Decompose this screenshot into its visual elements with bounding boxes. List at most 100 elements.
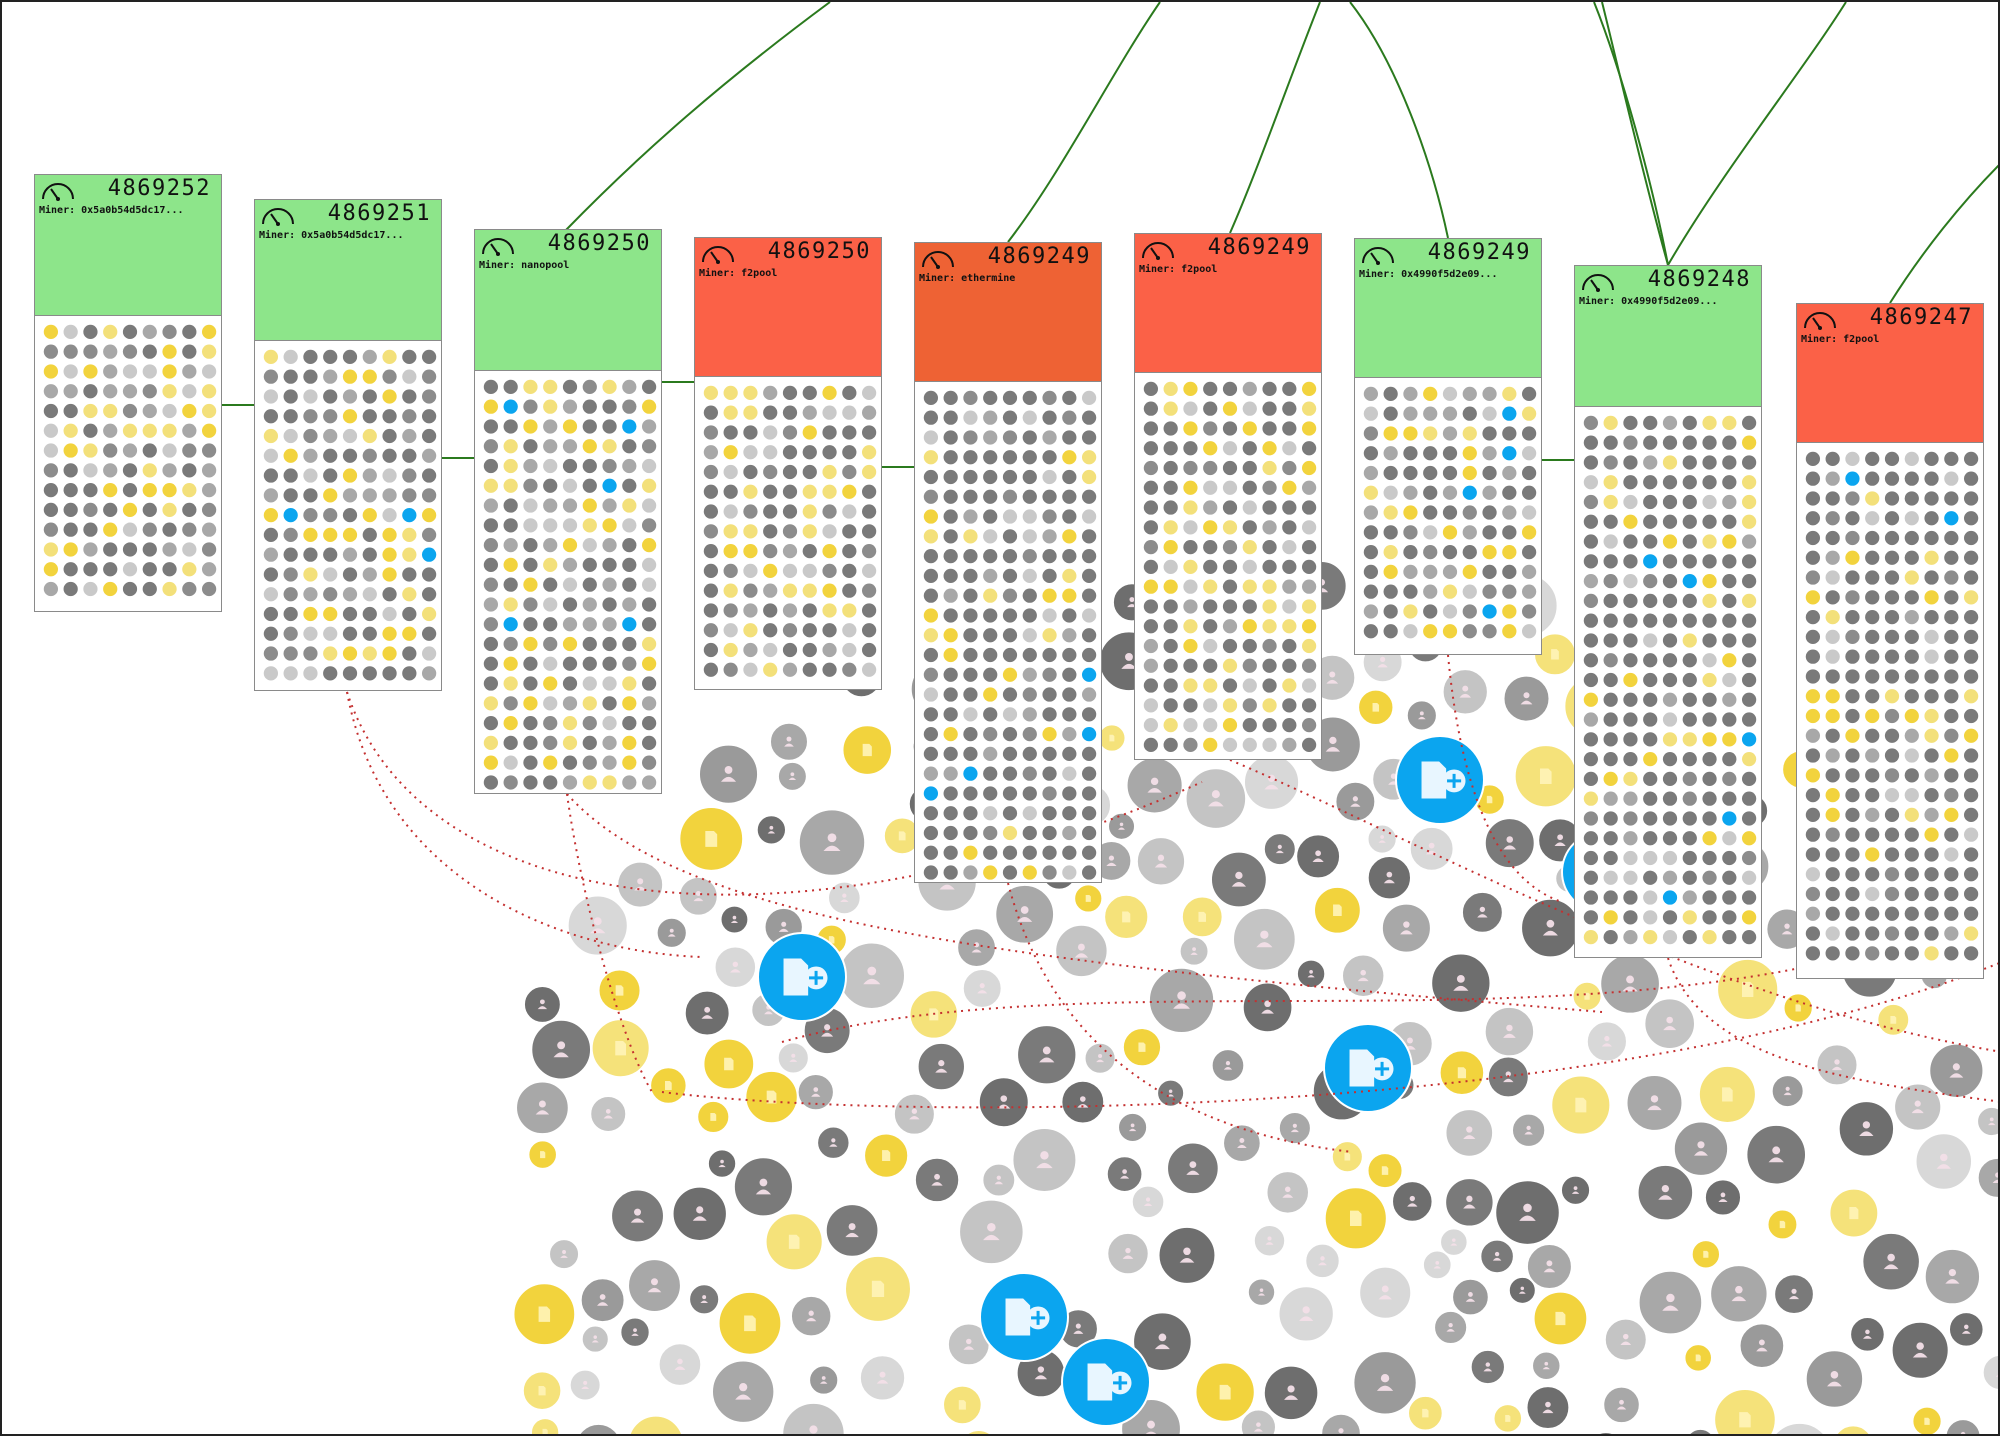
tx-dot[interactable] [1845, 728, 1860, 743]
wallet-tx-bubble[interactable] [1768, 1422, 1832, 1436]
tx-dot[interactable] [1963, 748, 1979, 763]
tx-dot[interactable] [103, 423, 118, 438]
tx-dot[interactable] [1081, 469, 1097, 485]
tx-dot[interactable] [782, 524, 798, 539]
tx-dot[interactable] [822, 642, 837, 658]
tx-dot[interactable] [1865, 590, 1880, 605]
tx-dot[interactable] [1262, 717, 1277, 733]
tx-dot[interactable] [162, 324, 177, 340]
tx-dot[interactable] [582, 498, 597, 513]
tx-dot[interactable] [1904, 629, 1919, 645]
tx-dot[interactable] [382, 666, 397, 681]
tx-dot[interactable] [1924, 649, 1939, 664]
tx-dot[interactable] [1741, 771, 1757, 787]
tx-dot[interactable] [1682, 890, 1697, 905]
tx-dot[interactable] [122, 384, 138, 399]
tx-dot[interactable] [303, 547, 318, 562]
tx-dot[interactable] [1623, 831, 1638, 846]
tx-dot[interactable] [1022, 469, 1037, 485]
token-tx-bubble[interactable] [943, 1385, 982, 1425]
wallet-tx-bubble[interactable] [1353, 1351, 1417, 1415]
tx-dot[interactable] [622, 478, 637, 493]
tx-dot[interactable] [1662, 870, 1678, 885]
wallet-tx-bubble[interactable] [1107, 1232, 1149, 1275]
token-tx-bubble[interactable] [1408, 1395, 1443, 1431]
wallet-tx-bubble[interactable] [790, 1295, 832, 1337]
tx-dot[interactable] [283, 349, 298, 365]
tx-dot[interactable] [1062, 489, 1077, 504]
tx-dot[interactable] [763, 583, 778, 598]
tx-dot[interactable] [1521, 564, 1537, 580]
token-tx-bubble[interactable] [697, 1100, 730, 1133]
tx-dot[interactable] [1462, 525, 1477, 540]
tx-dot[interactable] [1662, 672, 1678, 688]
wallet-tx-bubble[interactable] [576, 1423, 621, 1436]
tx-dot[interactable] [103, 581, 118, 597]
tx-dot[interactable] [1825, 609, 1840, 625]
tx-dot[interactable] [1722, 910, 1737, 925]
tx-dot[interactable] [323, 646, 338, 661]
tx-dot[interactable] [562, 577, 578, 592]
wallet-tx-bubble[interactable] [1210, 851, 1267, 908]
tx-dot[interactable] [1163, 401, 1178, 416]
tx-dot[interactable] [1623, 455, 1638, 470]
tx-dot[interactable] [1262, 500, 1277, 515]
tx-dot[interactable] [1924, 708, 1939, 724]
tx-dot[interactable] [1363, 505, 1379, 520]
tx-dot[interactable] [1222, 500, 1238, 515]
tx-dot[interactable] [641, 439, 657, 454]
tx-dot[interactable] [1042, 568, 1057, 584]
wallet-tx-bubble[interactable] [567, 895, 628, 956]
tx-dot[interactable] [1702, 751, 1717, 767]
tx-dot[interactable] [1845, 629, 1860, 645]
tx-dot[interactable] [622, 676, 637, 691]
tx-dot[interactable] [1865, 886, 1880, 902]
tx-dot[interactable] [1163, 500, 1178, 515]
tx-dot[interactable] [923, 628, 939, 643]
tx-dot[interactable] [1262, 421, 1277, 436]
tx-dot[interactable] [421, 606, 437, 622]
tx-dot[interactable] [1662, 929, 1678, 945]
tx-dot[interactable] [1222, 579, 1238, 594]
block-transactions-grid[interactable] [475, 371, 661, 794]
block-header[interactable]: 4869249 Miner: ethermine [915, 243, 1101, 382]
wallet-tx-bubble[interactable] [711, 1360, 775, 1423]
tx-dot[interactable] [1944, 926, 1959, 941]
tx-dot[interactable] [303, 448, 318, 463]
tx-dot[interactable] [1363, 446, 1379, 461]
tx-dot[interactable] [1944, 511, 1959, 526]
tx-dot[interactable] [1845, 906, 1860, 921]
tx-dot[interactable] [1423, 564, 1438, 580]
tx-dot[interactable] [641, 557, 657, 573]
tx-dot[interactable] [1062, 845, 1077, 860]
tx-dot[interactable] [983, 450, 998, 465]
tx-dot[interactable] [503, 399, 518, 414]
tx-dot[interactable] [1924, 867, 1939, 882]
tx-dot[interactable] [1722, 890, 1737, 905]
tx-dot[interactable] [1845, 649, 1860, 664]
wallet-tx-bubble[interactable] [1894, 1083, 1942, 1131]
tx-dot[interactable] [362, 369, 377, 384]
tx-dot[interactable] [1643, 494, 1658, 510]
tx-dot[interactable] [861, 642, 877, 658]
wallet-tx-bubble[interactable] [689, 1284, 720, 1315]
tx-dot[interactable] [503, 755, 518, 770]
tx-dot[interactable] [543, 755, 558, 770]
tx-dot[interactable] [1702, 712, 1717, 727]
tx-dot[interactable] [1623, 672, 1638, 688]
tx-dot[interactable] [483, 617, 499, 632]
tx-dot[interactable] [1682, 593, 1697, 609]
wallet-tx-bubble[interactable] [1739, 1323, 1785, 1369]
wallet-tx-bubble[interactable] [1445, 1178, 1494, 1227]
token-tx-bubble[interactable] [718, 1291, 782, 1355]
tx-dot[interactable] [263, 567, 279, 582]
tx-dot[interactable] [1682, 613, 1697, 628]
tx-dot[interactable] [1502, 544, 1517, 560]
tx-dot[interactable] [842, 504, 857, 519]
tx-dot[interactable] [1301, 678, 1317, 693]
tx-dot[interactable] [802, 603, 817, 618]
tx-dot[interactable] [582, 617, 597, 632]
tx-dot[interactable] [983, 529, 998, 544]
tx-dot[interactable] [142, 403, 157, 419]
tx-dot[interactable] [402, 646, 417, 661]
